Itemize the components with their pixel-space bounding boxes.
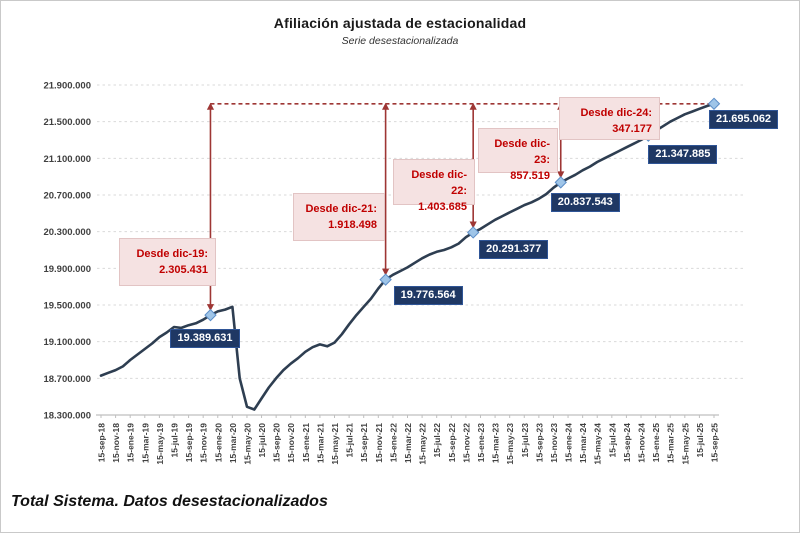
x-tick-label: 15-nov-22 [461, 423, 471, 463]
y-tick-label: 21.900.000 [43, 81, 91, 92]
x-tick-label: 15-sep-21 [359, 423, 369, 462]
x-tick-label: 15-mar-20 [228, 423, 238, 463]
y-tick-label: 21.500.000 [43, 117, 91, 128]
data-point-label: 20.291.377 [479, 240, 549, 260]
annotation-period: Desde dic-19: [136, 248, 208, 260]
x-tick-label: 15-mar-22 [403, 423, 413, 463]
x-tick-label: 15-mar-21 [315, 423, 325, 463]
x-tick-label: 15-nov-19 [199, 423, 209, 463]
x-tick-label: 15-may-21 [330, 423, 340, 465]
x-tick-label: 15-sep-22 [447, 423, 457, 462]
annotation-box: Desde dic-23: 857.519 [478, 128, 558, 182]
annotation-period: Desde dic-23: [494, 138, 550, 166]
gap-arrow-head-up [469, 102, 477, 110]
y-tick-label: 19.900.000 [43, 264, 91, 275]
x-tick-label: 15-mar-25 [666, 423, 676, 463]
y-tick-label: 19.500.000 [43, 301, 91, 312]
x-tick-label: 15-jul-25 [695, 423, 705, 458]
chart-title: Afiliación ajustada de estacionalidad [273, 15, 527, 31]
data-point-marker [466, 226, 480, 239]
data-point-marker [707, 97, 721, 110]
x-tick-label: 15-jul-20 [257, 423, 267, 458]
x-tick-label: 15-nov-18 [111, 423, 121, 463]
gap-arrow-head-down [382, 268, 390, 276]
x-tick-label: 15-sep-19 [184, 423, 194, 462]
x-tick-label: 15-may-22 [418, 423, 428, 465]
x-tick-label: 15-jul-24 [607, 423, 617, 458]
x-tick-label: 15-nov-20 [286, 423, 296, 463]
x-tick-label: 15-sep-24 [622, 423, 632, 462]
gap-arrow-head-up [382, 102, 390, 110]
annotation-period: Desde dic-22: [411, 169, 467, 197]
x-tick-label: 15-nov-21 [374, 423, 384, 463]
data-point-label: 19.776.564 [393, 285, 463, 305]
y-tick-label: 20.700.000 [43, 191, 91, 202]
x-tick-label: 15-sep-23 [534, 423, 544, 462]
x-tick-label: 15-nov-24 [637, 423, 647, 463]
x-tick-label: 15-ene-23 [476, 423, 486, 462]
data-point-label: 21.347.885 [648, 144, 718, 164]
gap-arrow-head-down [557, 171, 565, 179]
x-tick-label: 15-sep-25 [710, 423, 720, 462]
gap-arrow-head-up [206, 102, 215, 110]
x-tick-label: 15-may-24 [593, 423, 603, 465]
annotation-value: 857.519 [510, 170, 550, 182]
y-tick-label: 18.700.000 [43, 374, 91, 385]
y-tick-label: 21.100.000 [43, 154, 91, 165]
x-tick-label: 15-mar-19 [140, 423, 150, 463]
x-tick-label: 15-ene-24 [564, 423, 574, 462]
annotation-value: 1.403.685 [418, 201, 467, 213]
gap-arrow-head-down [469, 221, 477, 229]
annotation-period: Desde dic-21: [305, 203, 377, 215]
x-tick-label: 15-sep-20 [272, 423, 282, 462]
chart-subtitle: Serie desestacionalizada [341, 35, 459, 47]
y-tick-label: 20.300.000 [43, 227, 91, 238]
annotation-value: 2.305.431 [159, 264, 208, 276]
annotation-value: 1.918.498 [328, 219, 377, 231]
y-tick-label: 18.300.000 [43, 411, 91, 422]
data-point-marker [554, 176, 567, 189]
x-tick-label: 15-jul-19 [169, 423, 179, 458]
annotation-box: Desde dic-24: 347.177 [559, 97, 660, 140]
data-point-label: 21.695.062 [709, 109, 779, 129]
data-point-label: 20.837.543 [550, 193, 620, 213]
annotation-box: Desde dic-19: 2.305.431 [119, 238, 216, 286]
x-tick-label: 15-jul-21 [345, 423, 355, 458]
x-tick-label: 15-may-20 [242, 423, 252, 465]
x-tick-label: 15-may-23 [505, 423, 515, 465]
annotation-box: Desde dic-21: 1.918.498 [293, 193, 385, 241]
annotation-box: Desde dic-22: 1.403.685 [393, 159, 475, 213]
x-tick-label: 15-jul-23 [520, 423, 530, 458]
x-tick-label: 15-ene-19 [126, 423, 136, 462]
data-point-label: 19.389.631 [170, 329, 240, 349]
x-tick-label: 15-mar-23 [491, 423, 501, 463]
x-tick-label: 15-may-19 [155, 423, 165, 465]
x-tick-label: 15-sep-18 [97, 423, 107, 462]
annotation-period: Desde dic-24: [580, 107, 652, 119]
annotation-value: 347.177 [612, 123, 652, 135]
data-point-marker [204, 308, 217, 322]
y-tick-label: 19.100.000 [43, 337, 91, 348]
x-tick-label: 15-mar-24 [578, 423, 588, 463]
gap-arrow-head-down [206, 304, 215, 312]
x-tick-label: 15-ene-22 [388, 423, 398, 462]
x-tick-label: 15-nov-23 [549, 423, 559, 463]
data-point-marker [379, 273, 392, 286]
x-tick-label: 15-ene-21 [301, 423, 311, 462]
x-tick-label: 15-ene-25 [651, 423, 661, 462]
footer-caption: Total Sistema. Datos desestacionalizados [11, 493, 328, 510]
x-tick-label: 15-may-25 [680, 423, 690, 465]
x-tick-label: 15-jul-22 [432, 423, 442, 458]
series-line [99, 102, 716, 411]
x-tick-label: 15-ene-20 [213, 423, 223, 462]
